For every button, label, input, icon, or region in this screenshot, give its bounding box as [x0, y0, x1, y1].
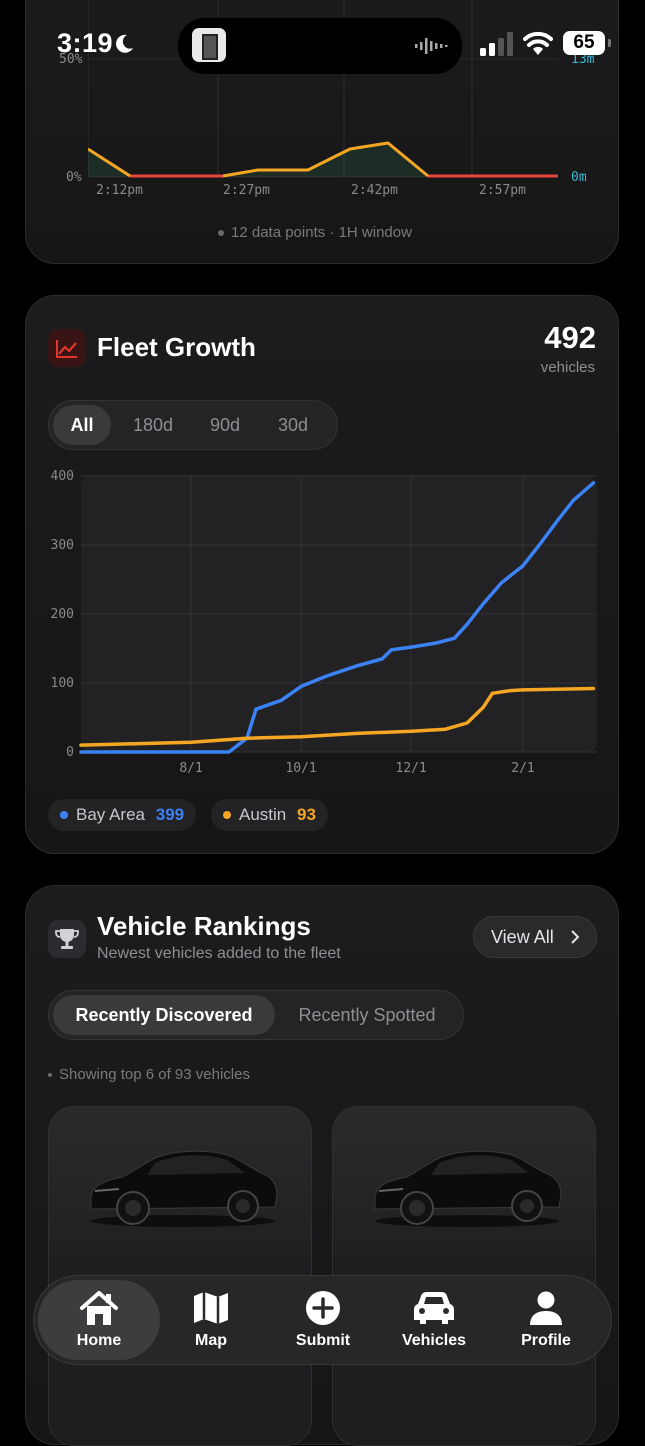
tab-recently-discovered[interactable]: Recently Discovered: [53, 995, 275, 1035]
legend-dot: [60, 810, 68, 819]
wifi-icon: [523, 31, 553, 55]
right-axis-tick: 0m: [571, 170, 587, 185]
rankings-title: Vehicle Rankings: [97, 911, 311, 941]
view-all-button[interactable]: View All: [473, 916, 597, 958]
range-30d-button[interactable]: 30d: [277, 415, 309, 435]
fleet-growth-card: Fleet Growth 492 vehicles All 180d 90d 3…: [25, 295, 619, 854]
vehicle-image: [374, 1150, 562, 1227]
fleet-growth-title: Fleet Growth: [97, 332, 256, 362]
audio-waveform-icon: [415, 38, 448, 54]
time-range-selector: All 180d 90d 30d: [48, 400, 338, 450]
rankings-subtitle: Newest vehicles added to the fleet: [97, 945, 341, 962]
moon-icon: [116, 34, 133, 53]
legend-dot: [223, 810, 231, 819]
x-axis-tick: 2:27pm: [223, 183, 270, 198]
y-tick-label: 100: [51, 676, 74, 691]
tab-profile[interactable]: Profile: [490, 1276, 602, 1364]
bottom-tab-bar: Home Map Submit Vehicles Profile: [33, 1275, 612, 1365]
activity-line-chart: [88, 1, 558, 178]
bullet-dot: [48, 1073, 52, 1078]
person-icon: [530, 1291, 562, 1325]
series-line-austin: [79, 686, 596, 747]
fleet-total-unit: vehicles: [540, 359, 595, 376]
showing-count: Showing top 6 of 93 vehicles: [48, 1066, 250, 1083]
status-time: 3:19: [57, 28, 114, 58]
x-tick-label: 12/1: [396, 761, 427, 776]
right-axis-tick: 13m: [571, 52, 595, 67]
range-all-button[interactable]: All: [53, 405, 111, 445]
battery-indicator: 65: [563, 31, 611, 55]
range-180d-button[interactable]: 180d: [132, 415, 174, 435]
tab-recently-spotted[interactable]: Recently Spotted: [298, 1005, 436, 1025]
map-icon: [194, 1292, 228, 1324]
legend-bay-area[interactable]: Bay Area 399: [48, 799, 197, 831]
range-90d-button[interactable]: 90d: [209, 415, 241, 435]
vehicle-image: [90, 1150, 278, 1227]
legend-austin[interactable]: Austin 93: [211, 799, 328, 831]
fleet-growth-chart: 0 100 200 300 400 8/1 10/1 12/1 2/1: [51, 469, 597, 776]
x-axis-tick: 2:42pm: [351, 183, 398, 198]
tab-home[interactable]: Home: [38, 1280, 160, 1360]
bullet-dot: [218, 230, 224, 237]
car-icon: [414, 1292, 454, 1324]
now-playing-artwork-icon: [192, 28, 226, 62]
x-tick-label: 2/1: [511, 761, 534, 776]
y-tick-label: 200: [51, 607, 74, 622]
y-tick-label: 400: [51, 469, 74, 484]
y-tick-label: 300: [51, 538, 74, 553]
fleet-total-count: 492: [544, 320, 596, 355]
tab-map[interactable]: Map: [155, 1276, 267, 1364]
left-axis-tick: 50%: [59, 52, 83, 67]
house-icon: [80, 1291, 118, 1325]
trend-chart-icon: [48, 329, 86, 367]
dynamic-island[interactable]: [177, 17, 463, 75]
series-line-bay-area: [79, 481, 596, 754]
status-bar: 3:19 65: [0, 0, 645, 90]
y-tick-label: 0: [66, 745, 74, 760]
cellular-signal-icon: [480, 32, 513, 56]
left-axis-tick: 0%: [66, 170, 82, 185]
x-axis-tick: 2:12pm: [96, 183, 143, 198]
x-tick-label: 8/1: [179, 761, 202, 776]
x-tick-label: 10/1: [285, 761, 316, 776]
plus-circle-icon: [306, 1291, 340, 1325]
x-axis-tick: 2:57pm: [479, 183, 526, 198]
tab-vehicles[interactable]: Vehicles: [378, 1276, 490, 1364]
trophy-icon: [48, 920, 86, 958]
activity-footer: 12 data points · 1H window: [218, 224, 412, 241]
tab-submit[interactable]: Submit: [267, 1276, 379, 1364]
rankings-tab-selector: Recently Discovered Recently Spotted: [48, 990, 464, 1040]
chevron-right-icon: [571, 930, 579, 944]
